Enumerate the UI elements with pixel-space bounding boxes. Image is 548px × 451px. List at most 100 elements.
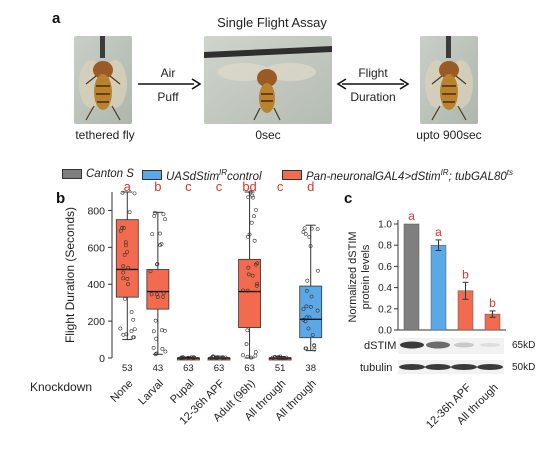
y-axis-label-line1: Normalized dSTIM — [347, 231, 359, 322]
data-point — [132, 191, 137, 196]
y-axis-label: Flight Duration (Seconds) — [63, 207, 77, 343]
legend-canton-s: Canton S — [62, 168, 134, 180]
data-point — [132, 327, 137, 332]
data-point — [281, 355, 286, 360]
data-point — [123, 240, 128, 245]
data-point — [252, 238, 257, 243]
data-point — [154, 336, 159, 341]
data-point — [154, 351, 159, 356]
blot-dstim-band-strip — [398, 338, 504, 354]
data-point — [246, 195, 251, 200]
panel-c-letter: c — [344, 190, 353, 207]
data-point — [163, 349, 168, 354]
y-tick-label: 0.0 — [378, 326, 392, 337]
data-point — [129, 310, 134, 314]
significance-letter: c — [185, 179, 192, 194]
data-point — [254, 207, 258, 212]
sample-size-label: 53 — [122, 363, 133, 374]
significance-letter: b — [462, 267, 469, 281]
data-point — [121, 276, 126, 281]
data-point — [163, 217, 167, 222]
data-point — [120, 225, 124, 230]
legend-swatch-pan-neuronal — [282, 170, 302, 181]
significance-letter: a — [408, 209, 415, 223]
data-point — [246, 265, 251, 270]
y-axis-label-line2: protein levels — [360, 244, 372, 309]
data-point — [121, 270, 126, 275]
y-tick-label: 0.6 — [378, 262, 392, 273]
data-point — [159, 242, 164, 247]
data-point — [152, 214, 157, 218]
tubulin-band-1 — [399, 364, 425, 370]
data-point — [160, 346, 165, 351]
data-point — [304, 346, 309, 351]
blot-dstim-label: dSTIM — [364, 340, 397, 352]
significance-letter: b — [154, 179, 161, 194]
zero-sec-caption: 0sec — [255, 128, 281, 142]
tubulin-band-4 — [477, 364, 503, 370]
dstim-band-2 — [426, 341, 450, 349]
y-tick-label: 1.0 — [378, 220, 392, 231]
data-point — [309, 294, 314, 299]
dstim-band-3 — [454, 342, 474, 348]
data-point — [179, 355, 184, 360]
y-tick-label: 0.2 — [378, 304, 392, 315]
data-point — [249, 355, 254, 360]
data-point — [254, 283, 259, 288]
flight-duration-label-1: Flight — [358, 66, 388, 80]
data-point — [276, 355, 281, 359]
data-point — [153, 352, 158, 357]
data-point — [305, 278, 310, 283]
data-point — [312, 343, 317, 348]
sample-size-label: 43 — [153, 363, 164, 374]
sample-size-label: 63 — [183, 363, 194, 374]
box — [238, 258, 261, 328]
dstim-band-4 — [480, 343, 500, 347]
data-point — [249, 220, 254, 225]
data-point — [304, 289, 309, 293]
data-point — [125, 249, 129, 254]
sample-size-label: 38 — [305, 363, 316, 374]
data-point — [306, 326, 311, 331]
y-tick-label: 0 — [99, 353, 105, 365]
data-point — [118, 326, 123, 331]
data-point — [191, 355, 196, 360]
y-tick-label: 600 — [87, 242, 105, 254]
panel-b-letter: b — [56, 190, 66, 207]
data-point — [155, 292, 159, 297]
data-point — [126, 282, 130, 287]
blot-tubulin-kd: 50kD — [512, 362, 536, 373]
right-arrow-icon — [138, 78, 202, 90]
bar — [403, 223, 420, 331]
data-point — [162, 328, 167, 333]
legend-label-canton-s: Canton S — [86, 168, 134, 180]
upto-900sec-caption: upto 900sec — [416, 128, 482, 142]
y-tick-label: 200 — [87, 316, 105, 328]
air-puff-label-1: Air — [160, 66, 176, 80]
data-point — [245, 355, 250, 359]
blot-tubulin-band-strip — [398, 360, 504, 374]
panel-a-title: Single Flight Assay — [217, 15, 327, 30]
data-point — [127, 210, 132, 215]
blot-dstim-kd: 65kD — [512, 340, 536, 351]
data-point — [308, 244, 313, 248]
data-point — [307, 315, 312, 320]
sample-size-label: 63 — [244, 363, 255, 374]
legend-uas-control: UASdStimIRcontrol — [142, 168, 262, 183]
legend-swatch-canton-s — [62, 169, 82, 179]
data-point — [253, 350, 258, 355]
flight-duration-label-2: Duration — [350, 90, 396, 104]
data-point — [129, 329, 134, 334]
y-tick-label: 800 — [87, 205, 105, 217]
data-point — [308, 305, 313, 309]
data-point — [301, 230, 306, 234]
panel-a-letter: a — [52, 10, 61, 27]
sample-size-label: 63 — [214, 363, 225, 374]
data-point — [246, 272, 251, 277]
box — [299, 285, 323, 339]
data-point — [161, 294, 165, 299]
data-point — [303, 232, 308, 236]
legend-swatch-uas-control — [142, 170, 162, 181]
data-point — [303, 319, 308, 324]
significance-letter: c — [216, 179, 223, 194]
